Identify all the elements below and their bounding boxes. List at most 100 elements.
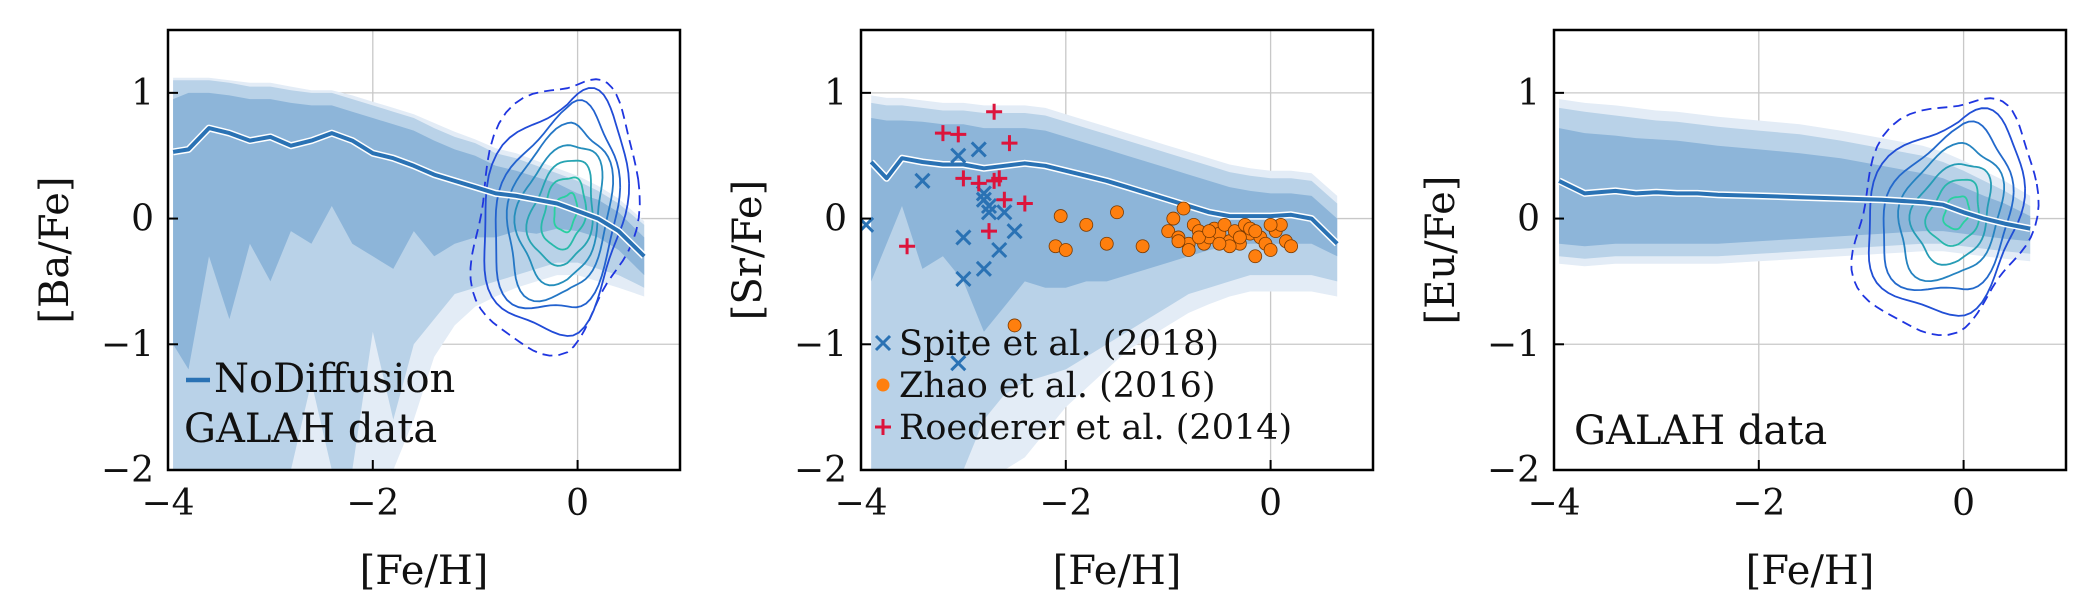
point-circle [1192,230,1206,245]
y-tick-label: 1 [824,73,847,114]
contour-level-2 [1867,107,2026,317]
galah-contours [1850,97,2040,337]
y-tick-label: −2 [1487,450,1540,491]
series-1 [861,141,1023,372]
x-tick-label: 0 [566,483,589,524]
y-tick-label: 0 [1517,199,1540,240]
point-circle [1135,239,1150,254]
point-plus [899,238,916,255]
point-x [955,270,972,287]
panel-2: −4 −2 0−2−101[Fe/H][Sr/Fe]Spite et al. (20… [725,28,1375,594]
y-tick-label: −1 [794,324,847,365]
y-tick-label: −2 [101,450,154,491]
point-circle [1212,236,1227,251]
point-circle [1079,217,1094,232]
axes-frame [166,28,682,472]
contour-level-4 [505,121,615,303]
panel-1: −4 −2 0−2−101[Fe/H][Ba/Fe]NoDiffusionGALAH… [32,28,682,594]
point-x [950,147,967,164]
x-axis-label: [Fe/H] [1746,548,1875,594]
x-axis-label: [Fe/H] [360,548,489,594]
y-tick-label: 1 [1517,73,1540,114]
point-circle [1263,243,1278,257]
contour-level-2 [483,87,630,337]
x-tick-label: 0 [1259,483,1282,524]
point-circle [1110,205,1124,220]
x-axis-label: [Fe/H] [1053,548,1182,594]
model-band-inner [1559,128,2031,247]
point-circle [1053,209,1068,223]
panel-3: −4 −2 0−2−101[Fe/H][Eu/Fe]GALAH data [1418,28,2068,594]
point-circle [1263,217,1278,232]
contour-level-1 [1850,97,2040,337]
series-3 [899,103,1033,255]
plot-area [1557,97,2040,337]
legend-circle-marker [876,378,890,392]
contour-level-7 [1942,195,1971,231]
point-circle [1176,201,1191,216]
point-circle [1248,249,1263,264]
series-2 [1007,201,1298,333]
point-x [975,260,992,277]
y-axis-label: [Eu/Fe] [1418,176,1464,325]
model-line [172,126,646,258]
model-band-inner [173,92,645,370]
point-x [914,172,931,189]
contour-level-5 [1908,163,1992,266]
contour-level-6 [525,159,594,267]
legend-label: Roederer et al. (2014) [899,408,1292,448]
contour-level-3 [494,99,622,310]
x-tick-label: −4 [834,483,887,524]
point-x [980,197,998,215]
point-plus [996,191,1013,208]
point-x [950,355,967,372]
model-line [869,156,1339,246]
contour-level-6 [1924,178,1981,247]
point-circle [1058,243,1073,257]
x-tick-label: −4 [1527,483,1580,524]
galah-contours [469,78,641,357]
point-x [970,141,987,158]
point-circle [1181,243,1196,257]
point-plus [970,175,987,192]
axes-frame [1552,28,2068,472]
x-tick-label: −2 [346,483,399,524]
plot-area [861,95,1340,470]
model-line [1558,179,2031,231]
point-x [1006,223,1023,240]
point-plus [934,125,951,142]
contour-level-4 [1897,141,2005,283]
point-plus [955,170,972,187]
y-tick-label: 1 [131,73,154,114]
contour-level-8 [553,191,579,234]
point-plus [986,103,1003,120]
galah-annotation: GALAH data [184,406,437,452]
x-tick-label: −2 [1732,483,1785,524]
point-x [996,204,1013,221]
y-tick-label: 0 [824,199,847,240]
point-circle [1099,236,1114,251]
point-plus [1016,195,1033,212]
contour-level-5 [513,144,604,287]
contour-level-3 [1882,120,2015,292]
y-tick-label: −1 [1487,324,1540,365]
axes-frame [859,28,1375,472]
point-x [991,241,1008,259]
x-tick-label: 0 [1952,483,1975,524]
legend-label: Zhao et al. (2016) [899,366,1216,406]
point-circle [1232,230,1247,245]
legend-plus-marker [875,419,891,435]
x-tick-label: −2 [1039,483,1092,524]
x-tick-label: −4 [141,483,194,524]
point-circle [1161,224,1176,239]
point-circle [1202,224,1217,239]
legend-x-marker [874,334,892,352]
point-x [955,229,972,246]
point-circle [1007,318,1022,333]
point-circle [1166,211,1181,226]
point-circle [1217,217,1232,232]
point-plus [981,223,997,240]
y-axis-label: [Ba/Fe] [32,176,78,323]
plot-area [172,77,647,470]
